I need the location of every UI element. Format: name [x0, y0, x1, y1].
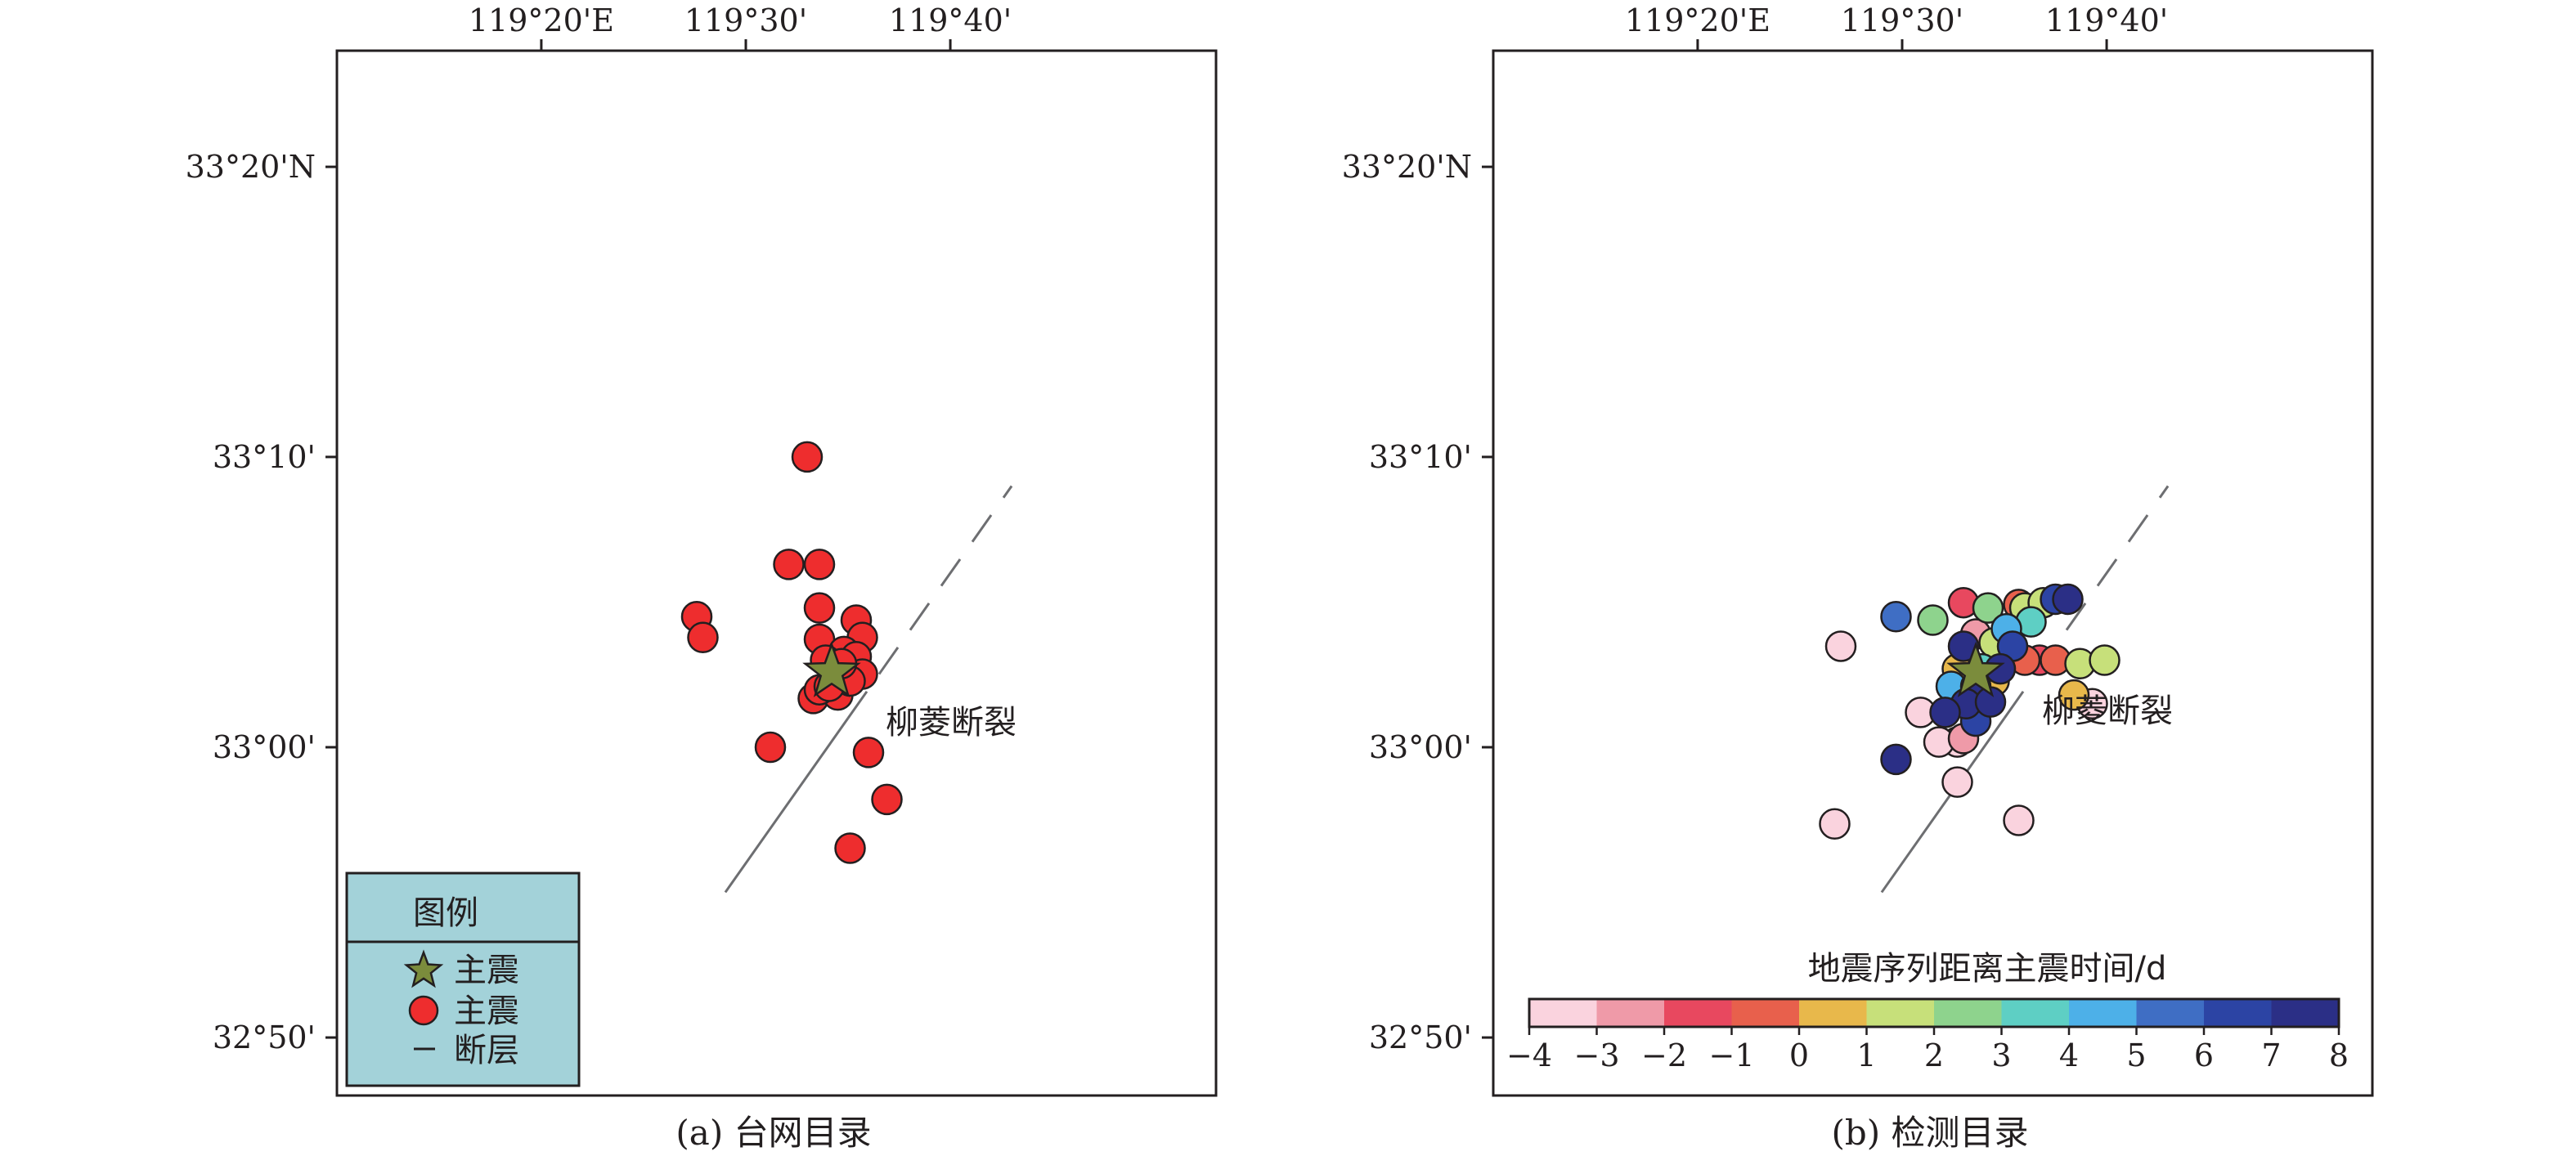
- colorbar-tick-label: −2: [1641, 1037, 1687, 1073]
- colorbar-tick-label: −3: [1573, 1037, 1619, 1073]
- colorbar-swatch: [1731, 999, 1800, 1027]
- event-circle: [1947, 630, 1980, 662]
- panel-b-ticks: 119°20'E 119°30' 119°40' 33°20'N 33°10' 33°00…: [1342, 2, 2169, 1055]
- panel-a-mainshock: [802, 641, 861, 697]
- event-circle: [1880, 743, 1912, 776]
- event-circle: [834, 832, 866, 864]
- fault-label: 柳菱断裂: [886, 704, 1016, 742]
- colorbar-tick-label: 7: [2261, 1037, 2281, 1073]
- legend-item-mainshock-label: 主震: [454, 952, 519, 989]
- panel-b-fault: [1880, 485, 2170, 894]
- lon-tick-label: 119°40': [889, 2, 1012, 38]
- mainshock-star: [1946, 641, 2005, 697]
- colorbar-tick-label: 1: [1856, 1037, 1876, 1073]
- event-circle: [687, 621, 719, 654]
- colorbar-swatch: [1799, 999, 1867, 1027]
- circle-icon: [408, 995, 439, 1026]
- colorbar-tick-label: 2: [1924, 1037, 1944, 1073]
- colorbar-swatch: [1596, 999, 1665, 1027]
- lon-tick-label: 119°20'E: [1625, 2, 1770, 38]
- legend: 图例 主震 主震 断层: [345, 872, 581, 1087]
- panel-a-ticks: 119°20'E 119°30' 119°40' 33°20'N 33°10' 33°00…: [186, 2, 1012, 1055]
- event-circle: [1929, 697, 1961, 728]
- panel-b-events: [1819, 583, 2120, 840]
- colorbar-tick-label: 3: [1991, 1037, 2011, 1073]
- colorbar-tick-label: 0: [1789, 1037, 1809, 1073]
- legend-title: 图例: [413, 894, 478, 932]
- panel-b-map: 119°20'E 119°30' 119°40' 33°20'N 33°10' 33°00…: [1342, 2, 2374, 1153]
- colorbar-tick-label: −4: [1506, 1037, 1552, 1073]
- event-circle: [852, 737, 885, 768]
- colorbar-swatch: [1934, 999, 2002, 1027]
- event-circle: [2052, 583, 2084, 616]
- event-circle: [773, 549, 805, 580]
- lon-tick-label: 119°30': [1841, 2, 1963, 38]
- lat-tick-label: 33°00': [1369, 729, 1472, 765]
- lat-tick-label: 33°00': [213, 729, 316, 765]
- fault-dashed-segment: [846, 485, 1013, 719]
- colorbar-swatch: [1529, 999, 1597, 1027]
- lat-tick-label: 32°50': [1369, 1019, 1472, 1055]
- lat-tick-label: 33°10': [213, 439, 316, 475]
- event-circle: [2089, 644, 2120, 676]
- colorbar-tick-label: −1: [1708, 1037, 1754, 1073]
- colorbar-tick-label: 6: [2194, 1037, 2214, 1073]
- colorbar-swatch: [2136, 999, 2205, 1027]
- event-circle: [2058, 679, 2090, 711]
- lat-tick-label: 33°10': [1369, 439, 1472, 475]
- mainshock-star: [802, 641, 861, 697]
- colorbar-tick-label: 8: [2329, 1037, 2349, 1073]
- event-circle: [754, 731, 787, 764]
- colorbar-swatch: [2271, 999, 2340, 1027]
- event-circle: [803, 549, 836, 580]
- event-circle: [1824, 630, 1857, 662]
- event-circle: [2003, 804, 2035, 836]
- event-circle: [1917, 604, 1949, 636]
- colorbar-swatches: [1529, 999, 2340, 1027]
- colorbar-swatch: [1664, 999, 1732, 1027]
- event-circle: [871, 783, 903, 816]
- legend-box: [345, 872, 581, 1087]
- panel-a-fault: [724, 485, 1013, 894]
- panel-b-mainshock: [1946, 641, 2005, 697]
- lat-tick-label: 32°50': [213, 1019, 316, 1055]
- colorbar-tick-label: 4: [2059, 1037, 2079, 1073]
- panel-b-frame: [1492, 49, 2374, 1097]
- colorbar-swatch: [2204, 999, 2272, 1027]
- event-circle: [1880, 601, 1912, 633]
- colorbar-tick-label: 5: [2126, 1037, 2146, 1073]
- colorbar-swatch: [1866, 999, 1935, 1027]
- colorbar: 地震序列距离主震时间/d −4 −3 −2 −1 0 1 2 3 4 5 6 7 8: [1506, 950, 2349, 1073]
- lon-tick-label: 119°30': [684, 2, 807, 38]
- panel-b-caption: (b) 检测目录: [1831, 1113, 2028, 1153]
- lat-tick-label: 33°20'N: [1342, 149, 1472, 185]
- star-icon: [403, 949, 444, 988]
- colorbar-swatch: [2001, 999, 2070, 1027]
- lon-tick-label: 119°40': [2045, 2, 2168, 38]
- legend-item-circle-label: 主震: [454, 992, 519, 1030]
- fault-label-b: 柳菱断裂: [2042, 692, 2173, 730]
- colorbar-ticks: −4 −3 −2 −1 0 1 2 3 4 5 6 7 8: [1506, 1027, 2349, 1073]
- panel-a-caption: (a) 台网目录: [675, 1113, 871, 1153]
- fault-solid-segment: [724, 717, 850, 894]
- panel-a-map: 119°20'E 119°30' 119°40' 33°20'N 33°10' 33°00…: [186, 2, 1218, 1153]
- fault-dashed-segment: [2003, 485, 2170, 719]
- event-circle: [791, 441, 824, 473]
- legend-item-fault-label: 断层: [454, 1032, 519, 1069]
- lon-tick-label: 119°20'E: [469, 2, 614, 38]
- event-circle: [1941, 766, 1973, 798]
- lat-tick-label: 33°20'N: [186, 149, 316, 185]
- event-circle: [1972, 592, 2004, 624]
- fault-solid-segment: [1880, 717, 2006, 894]
- colorbar-swatch: [2069, 999, 2137, 1027]
- colorbar-title: 地震序列距离主震时间/d: [1808, 950, 2167, 988]
- event-circle: [1819, 808, 1851, 840]
- event-circle: [803, 592, 836, 624]
